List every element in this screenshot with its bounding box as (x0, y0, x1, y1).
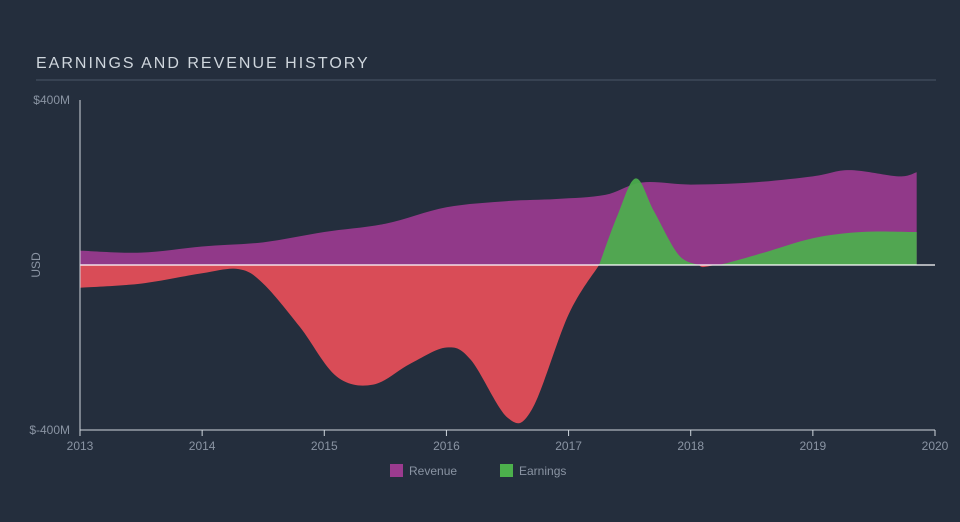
legend-swatch (500, 464, 513, 477)
legend-swatch (390, 464, 403, 477)
x-tick-label: 2013 (67, 439, 94, 453)
legend-label: Revenue (409, 464, 457, 478)
x-tick-label: 2016 (433, 439, 460, 453)
y-tick-label: $-400M (29, 423, 70, 437)
legend-label: Earnings (519, 464, 566, 478)
x-tick-label: 2014 (189, 439, 216, 453)
x-tick-label: 2019 (800, 439, 827, 453)
earnings-revenue-chart: EARNINGS AND REVENUE HISTORY $400M $-400M U… (0, 0, 960, 522)
x-tick-label: 2018 (677, 439, 704, 453)
y-tick-label: $400M (33, 93, 70, 107)
x-tick-label: 2015 (311, 439, 338, 453)
x-tick-label: 2017 (555, 439, 582, 453)
y-axis-label: USD (29, 252, 43, 278)
chart-title: EARNINGS AND REVENUE HISTORY (36, 55, 370, 72)
x-tick-label: 2020 (922, 439, 949, 453)
